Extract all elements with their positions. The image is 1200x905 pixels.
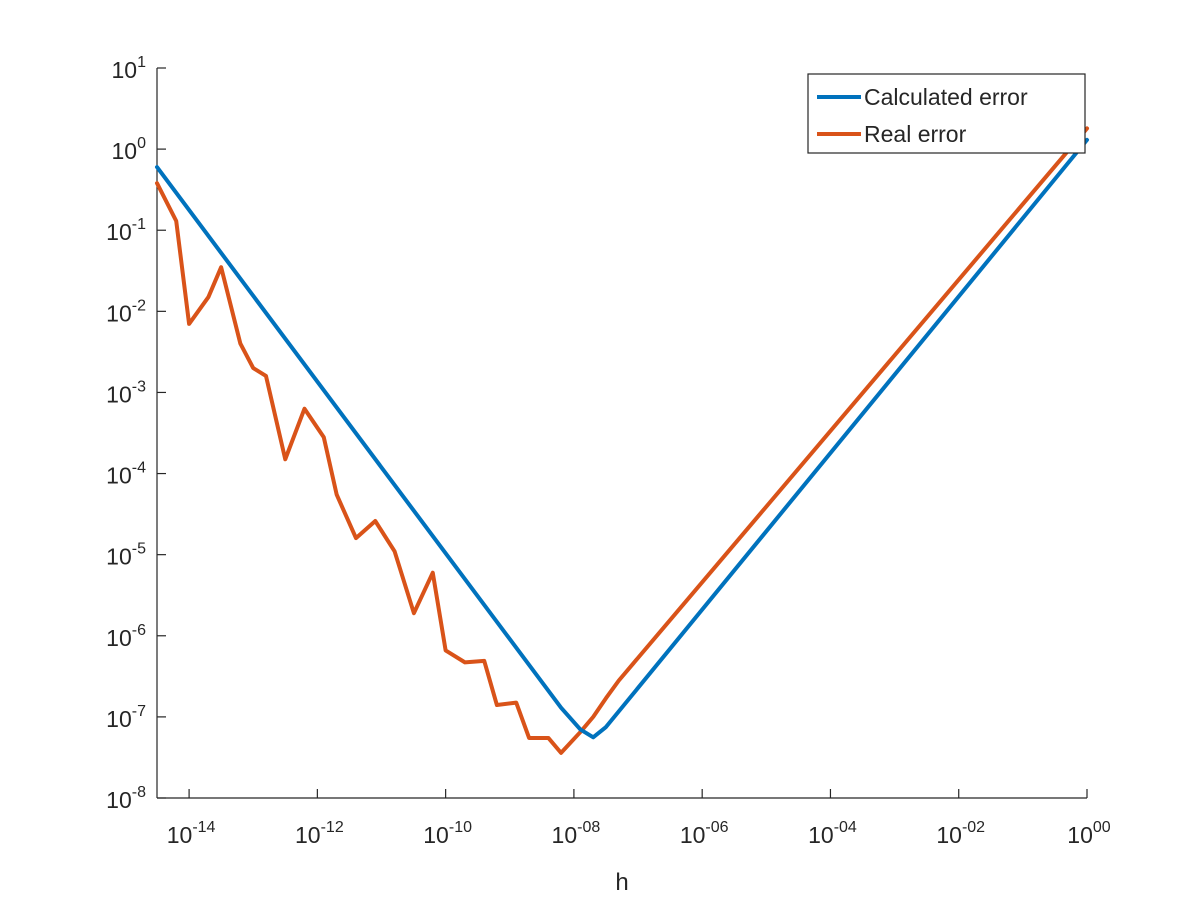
y-tick-exponent: -5 [132, 541, 146, 558]
y-tick-label: 10-4 [106, 460, 146, 489]
y-tick-exponent: -3 [132, 378, 146, 395]
x-tick-exponent: -10 [449, 819, 472, 836]
x-tick-base: 10 [423, 822, 449, 848]
legend-box [807, 73, 1086, 154]
x-tick-base: 10 [552, 822, 578, 848]
series-layer [155, 126, 1089, 755]
legend-label: Calculated error [864, 84, 1028, 110]
x-tick-label: 10-12 [295, 819, 344, 848]
y-tick-exponent: -7 [132, 703, 146, 720]
x-tick-base: 10 [808, 822, 834, 848]
x-tick-base: 10 [1067, 822, 1093, 848]
x-tick-exponent: -08 [577, 819, 600, 836]
x-tick-base: 10 [295, 822, 321, 848]
y-tick-base: 10 [106, 300, 132, 326]
y-tick-exponent: -1 [132, 216, 146, 233]
y-tick-label: 10-8 [106, 784, 146, 813]
x-tick-exponent: -06 [705, 819, 728, 836]
y-tick-base: 10 [106, 625, 132, 651]
y-tick-exponent: -2 [132, 297, 146, 314]
x-tick-base: 10 [680, 822, 706, 848]
y-tick-label: 101 [112, 54, 147, 83]
x-tick-exponent: 00 [1093, 819, 1111, 836]
y-tick-label: 100 [112, 135, 147, 164]
x-tick-label: 1000 [1067, 819, 1110, 848]
y-tick-exponent: -8 [132, 784, 146, 801]
axes-layer: 10-14 10-12 10-10 10-08 10-06 10-04 10-02 10001… [106, 54, 1111, 848]
x-tick-label: 10-08 [552, 819, 601, 848]
y-tick-base: 10 [106, 787, 132, 813]
calculated-error-line [155, 137, 1089, 740]
real-error-line [155, 126, 1089, 755]
y-tick-label: 10-5 [106, 541, 146, 570]
y-tick-exponent: -6 [132, 622, 146, 639]
y-tick-label: 10-7 [106, 703, 146, 732]
x-tick-label: 10-04 [808, 819, 857, 848]
x-axis-label: h [615, 869, 628, 896]
legend-label: Real error [864, 121, 967, 147]
y-tick-label: 10-6 [106, 622, 146, 651]
y-tick-base: 10 [106, 381, 132, 407]
y-tick-exponent: 0 [137, 135, 146, 152]
x-tick-label: 10-06 [680, 819, 729, 848]
x-tick-label: 10-14 [167, 819, 216, 848]
y-tick-base: 10 [106, 219, 132, 245]
y-tick-label: 10-2 [106, 297, 146, 326]
y-tick-base: 10 [106, 544, 132, 570]
x-tick-exponent: -14 [192, 819, 215, 836]
x-tick-exponent: -04 [834, 819, 857, 836]
y-tick-label: 10-1 [106, 216, 146, 245]
legend: Calculated error Real error [807, 73, 1086, 154]
y-tick-exponent: -4 [132, 460, 146, 477]
x-tick-base: 10 [936, 822, 962, 848]
x-tick-exponent: -12 [321, 819, 344, 836]
y-tick-exponent: 1 [137, 54, 146, 71]
x-tick-base: 10 [167, 822, 193, 848]
y-tick-base: 10 [112, 138, 138, 164]
y-tick-base: 10 [112, 57, 138, 83]
x-tick-exponent: -02 [962, 819, 985, 836]
y-tick-base: 10 [106, 706, 132, 732]
x-tick-label: 10-10 [423, 819, 472, 848]
y-tick-base: 10 [106, 463, 132, 489]
y-tick-label: 10-3 [106, 378, 146, 407]
x-tick-label: 10-02 [936, 819, 985, 848]
